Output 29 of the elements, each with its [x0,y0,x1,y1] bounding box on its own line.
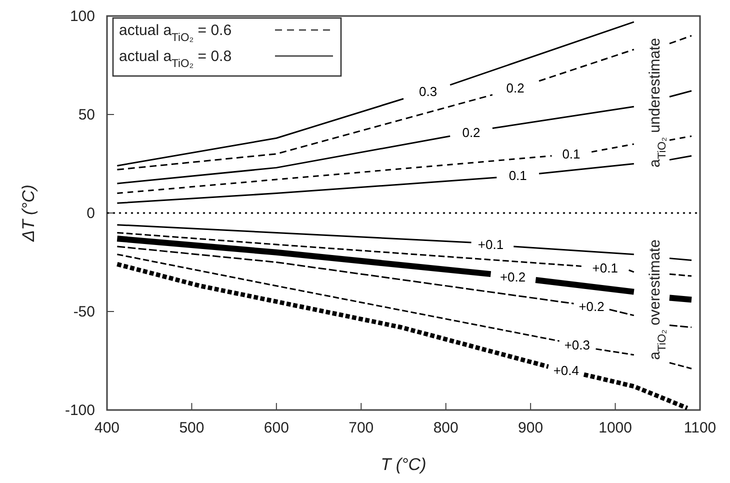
x-tick-label: 500 [179,420,204,437]
series-label: +0.3 [564,337,590,352]
y-tick-label: 0 [86,204,95,222]
y-tick-label: -50 [73,303,95,320]
y-axis-title: ΔT (°C) [19,184,38,242]
series-label: +0.2 [578,299,604,314]
annotation: actual a$_{TiO₂}$ = 0.8 [119,48,232,70]
x-tick-label: 700 [348,420,374,437]
x-tick-label: 900 [518,420,544,437]
x-tick-label: 400 [94,420,120,437]
x-axis-title: T (°C) [380,455,426,474]
annotation: actual a$_{TiO₂}$ = 0.6 [119,22,232,44]
series-label: 0.1 [508,168,527,184]
x-tick-label: 1100 [684,420,716,437]
y-tick-label: -100 [64,402,95,419]
series-label: 0.2 [462,124,480,140]
series-label: +0.1 [478,236,504,252]
x-tick-label: 600 [264,420,289,437]
series-label: 0.2 [506,80,524,96]
x-tick-label: 800 [433,420,458,437]
series-label: +0.2 [500,270,526,285]
legend-box: actual a$_{TiO₂}$ = 0.6 actual a$_{TiO₂}$ = 0.8 [112,17,342,77]
series-label: +0.4 [553,363,579,378]
series-label: +0.1 [592,260,618,276]
y-tick-label: 100 [70,8,95,25]
series-label: 0.1 [562,146,580,162]
x-tick-label: 1000 [598,420,632,437]
series-label: 0.3 [419,84,438,100]
y-tick-label: 50 [78,106,95,124]
